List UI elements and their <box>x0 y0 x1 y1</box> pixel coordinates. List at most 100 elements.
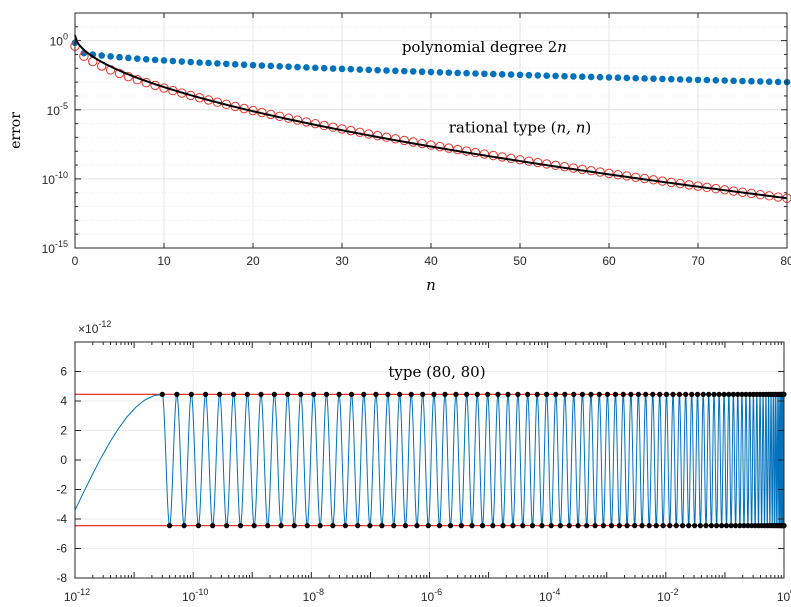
extremum-point <box>676 391 683 397</box>
extremum-point <box>643 391 649 397</box>
polynomial-error-point <box>685 76 693 83</box>
extremum-point <box>747 391 753 397</box>
bottom-ytick-label: 0 <box>60 453 67 467</box>
extremum-point <box>510 523 516 529</box>
extremum-point <box>616 523 622 529</box>
polynomial-error-point <box>703 76 711 84</box>
extremum-point <box>188 391 194 397</box>
bottom-xtick-label-base: 10 <box>421 590 435 604</box>
extremum-point <box>596 391 602 397</box>
extremum-point <box>730 391 736 397</box>
polynomial-error-point <box>614 74 622 82</box>
polynomial-error-point <box>329 65 337 72</box>
extremum-point <box>436 523 443 529</box>
extremum-point <box>304 523 310 529</box>
extremum-point <box>706 391 712 397</box>
bottom-xtick-label-exponent: -8 <box>316 587 324 597</box>
bottom-xtick-label: 10-4 <box>539 587 560 604</box>
bottom-xtick-label: 100 <box>777 587 791 604</box>
polynomial-error-point <box>427 68 435 76</box>
extremum-point <box>673 523 679 529</box>
top-x-axis-label: n <box>426 276 436 294</box>
polynomial-error-point <box>418 68 426 76</box>
polynomial-error-point <box>249 61 257 69</box>
extremum-point <box>697 523 704 529</box>
polynomial-error-point <box>409 68 417 75</box>
extremum-point <box>174 391 180 397</box>
polynomial-error-point <box>525 71 533 79</box>
bottom-xtick-label-exponent: -6 <box>434 587 442 597</box>
extremum-point <box>739 391 745 397</box>
polynomial-error-point <box>303 64 310 71</box>
polynomial-error-point <box>774 78 782 86</box>
extremum-point <box>716 391 722 397</box>
extremum-point <box>520 523 526 529</box>
bottom-xtick-label: 10-12 <box>64 587 90 604</box>
bottom-xtick-label: 10-6 <box>421 587 442 604</box>
polynomial-error-point <box>596 73 604 81</box>
extremum-point <box>667 523 673 529</box>
extremum-point <box>588 391 594 397</box>
polynomial-error-point <box>294 63 301 71</box>
extremum-point <box>515 391 521 397</box>
extremum-point <box>385 391 391 397</box>
extremum-point <box>553 391 559 397</box>
extremum-point <box>539 523 545 529</box>
extremum-point <box>584 523 590 529</box>
bottom-xtick-label-base: 10 <box>539 590 553 604</box>
extremum-point <box>670 391 676 397</box>
polynomial-error-point <box>178 58 186 65</box>
top-ytick-label: 100 <box>50 32 68 49</box>
extremum-point <box>679 523 686 529</box>
extremum-point <box>737 523 743 529</box>
extremum-point <box>348 391 355 397</box>
extremum-point <box>579 391 586 397</box>
extremum-point <box>632 523 638 529</box>
bottom-xtick-label-base: 10 <box>64 590 78 604</box>
extremum-point <box>657 391 663 397</box>
extremum-point <box>608 523 615 529</box>
extremum-point <box>733 523 739 529</box>
extremum-point <box>195 523 202 529</box>
polynomial-error-point <box>392 67 399 75</box>
extremum-point <box>575 523 581 529</box>
bottom-xtick-label-exponent: -4 <box>552 587 560 597</box>
polynomial-error-point <box>338 65 346 73</box>
bottom-xtick-label-base: 10 <box>303 590 317 604</box>
extremum-point <box>529 523 536 529</box>
extremum-point <box>485 391 491 397</box>
extremum-point <box>726 391 732 397</box>
extremum-point <box>721 391 727 397</box>
polynomial-error-point <box>116 53 123 61</box>
extremum-point <box>271 391 277 397</box>
polynomial-error-point <box>365 66 373 74</box>
polynomial-error-point <box>543 72 550 79</box>
top-ytick-label-exponent: -5 <box>60 101 68 111</box>
extremum-point <box>700 391 706 397</box>
extremum-point <box>379 523 385 529</box>
top-xtick-label: 40 <box>424 254 438 268</box>
polynomial-error-point <box>579 73 586 81</box>
extremum-point <box>660 523 666 529</box>
top-annotation: rational type (n, n) <box>449 118 591 136</box>
extremum-point <box>181 523 187 529</box>
extremum-point <box>741 523 747 529</box>
polynomial-error-point <box>757 78 764 85</box>
extremum-point <box>474 391 480 397</box>
bottom-ytick-label: -6 <box>56 542 67 556</box>
top-xtick-label: 70 <box>691 254 705 268</box>
bottom-ytick-label: 2 <box>60 424 67 438</box>
extremum-point <box>525 391 531 397</box>
bottom-xtick-label: 10-10 <box>182 587 208 604</box>
extremum-point <box>571 391 577 397</box>
extremum-point <box>592 523 598 529</box>
extremum-point <box>311 391 317 397</box>
polynomial-error-point <box>534 72 542 79</box>
extremum-point <box>650 391 656 397</box>
extremum-point <box>373 391 379 397</box>
polynomial-error-point <box>570 73 577 80</box>
extremum-point <box>534 391 540 397</box>
extremum-point <box>278 523 284 529</box>
top-ytick-label-exponent: -15 <box>55 239 68 249</box>
top-annotation: polynomial degree 2n <box>402 38 567 56</box>
